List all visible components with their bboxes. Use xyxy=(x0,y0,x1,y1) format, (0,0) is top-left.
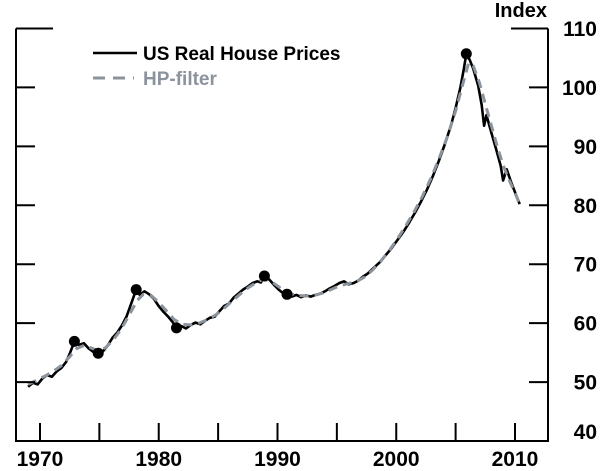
us-real-house-prices-line xyxy=(27,52,521,388)
y-tick-label: 80 xyxy=(574,195,597,218)
legend-label-us-real-house-prices: US Real House Prices xyxy=(143,44,340,65)
turning-point-dot xyxy=(130,284,142,296)
legend: US Real House Prices HP-filter xyxy=(93,44,340,90)
turning-point-dot xyxy=(92,347,104,359)
x-tick-label: 1970 xyxy=(17,448,64,471)
turning-point-dot xyxy=(460,48,472,60)
turning-point-dot xyxy=(281,288,293,300)
turning-point-dot xyxy=(258,270,270,282)
x-tick-label: 2000 xyxy=(373,448,420,471)
x-tick-label: 1990 xyxy=(254,448,301,471)
turning-point-dot xyxy=(68,335,80,347)
y-tick-label: 110 xyxy=(563,18,597,41)
hp-filter-line xyxy=(27,61,523,386)
y-tick-label: 90 xyxy=(574,136,597,159)
y-tick-label: 70 xyxy=(574,254,597,277)
y-tick-label: 40 xyxy=(574,421,597,444)
series-layer xyxy=(27,52,523,388)
x-tick-label: 2010 xyxy=(492,448,539,471)
axes-layer: 40 50 60 70 80 90 100 110 1970 1980 1990 2000 2010 xyxy=(15,18,597,471)
y-tick-label: 50 xyxy=(574,372,597,395)
y-tick-label: 60 xyxy=(574,313,597,336)
x-tick-label: 1980 xyxy=(135,448,182,471)
y-axis-title: Index xyxy=(495,0,547,22)
y-tick-label: 100 xyxy=(562,77,597,100)
turning-point-dot xyxy=(171,322,182,334)
legend-label-hp-filter: HP-filter xyxy=(143,69,218,90)
turning-point-markers xyxy=(68,48,472,359)
